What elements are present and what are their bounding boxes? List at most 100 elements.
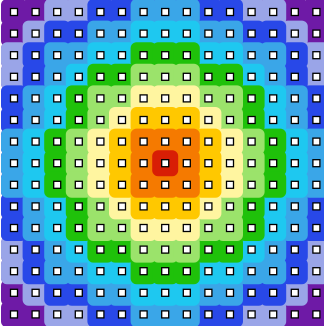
grid-cell-icon[interactable] [96, 29, 105, 38]
grid-cell-icon[interactable] [225, 115, 235, 125]
grid-cell-icon[interactable] [182, 115, 191, 125]
grid-cell-icon[interactable] [269, 7, 278, 17]
grid-cell-icon[interactable] [96, 94, 105, 103]
grid-cell-icon[interactable] [182, 310, 191, 319]
grid-cell-icon[interactable] [269, 115, 278, 125]
grid-cell-icon[interactable] [74, 223, 83, 233]
grid-cell-icon[interactable] [161, 72, 170, 81]
grid-cell-icon[interactable] [161, 7, 170, 17]
grid-cell-icon[interactable] [117, 267, 127, 276]
grid-cell-icon[interactable] [161, 180, 170, 189]
grid-cell-icon[interactable] [74, 51, 83, 60]
grid-cell-icon[interactable] [182, 29, 191, 38]
grid-cell-icon[interactable] [269, 51, 278, 60]
grid-cell-icon[interactable] [204, 7, 213, 17]
grid-cell-icon[interactable] [269, 310, 278, 319]
grid-cell-icon[interactable] [96, 72, 105, 81]
grid-cell-icon[interactable] [290, 202, 299, 211]
grid-cell-icon[interactable] [53, 288, 62, 297]
grid-cell-icon[interactable] [290, 267, 299, 276]
grid-cell-icon[interactable] [139, 72, 148, 81]
grid-cell-icon[interactable] [31, 245, 40, 254]
grid-cell-icon[interactable] [117, 202, 127, 211]
grid-cell-icon[interactable] [269, 137, 278, 146]
grid-cell-icon[interactable] [53, 223, 62, 233]
grid-cell-icon[interactable] [161, 29, 170, 38]
grid-cell-icon[interactable] [182, 180, 191, 189]
grid-cell-icon[interactable] [204, 159, 213, 168]
grid-cell-icon[interactable] [290, 51, 299, 60]
grid-cell-icon[interactable] [290, 245, 299, 254]
grid-cell-icon[interactable] [139, 180, 148, 189]
grid-cell-icon[interactable] [290, 7, 299, 17]
grid-cell-icon[interactable] [290, 72, 299, 81]
grid-cell-icon[interactable] [247, 29, 256, 38]
grid-cell-icon[interactable] [9, 51, 19, 60]
grid-cell-icon[interactable] [161, 159, 170, 168]
grid-cell-icon[interactable] [96, 223, 105, 233]
grid-cell-icon[interactable] [31, 29, 40, 38]
grid-cell-icon[interactable] [204, 245, 213, 254]
grid-cell-icon[interactable] [139, 310, 148, 319]
grid-cell-icon[interactable] [247, 94, 256, 103]
grid-cell-icon[interactable] [247, 180, 256, 189]
grid-cell-icon[interactable] [182, 72, 191, 81]
grid-cell-icon[interactable] [117, 288, 127, 297]
grid-cell-icon[interactable] [117, 72, 127, 81]
grid-cell-icon[interactable] [161, 267, 170, 276]
grid-cell-icon[interactable] [139, 223, 148, 233]
grid-cell-icon[interactable] [117, 29, 127, 38]
grid-cell-icon[interactable] [53, 94, 62, 103]
grid-cell-icon[interactable] [269, 245, 278, 254]
grid-cell-icon[interactable] [9, 180, 19, 189]
grid-cell-icon[interactable] [161, 310, 170, 319]
grid-cell-icon[interactable] [139, 94, 148, 103]
grid-cell-icon[interactable] [312, 7, 321, 17]
grid-cell-icon[interactable] [269, 72, 278, 81]
grid-cell-icon[interactable] [74, 94, 83, 103]
grid-cell-icon[interactable] [204, 29, 213, 38]
grid-cell-icon[interactable] [247, 7, 256, 17]
grid-cell-icon[interactable] [96, 267, 105, 276]
grid-cell-icon[interactable] [247, 245, 256, 254]
grid-cell-icon[interactable] [204, 267, 213, 276]
grid-cell-icon[interactable] [139, 267, 148, 276]
grid-cell-icon[interactable] [53, 180, 62, 189]
grid-cell-icon[interactable] [117, 94, 127, 103]
grid-cell-icon[interactable] [225, 223, 235, 233]
grid-cell-icon[interactable] [312, 51, 321, 60]
grid-cell-icon[interactable] [182, 94, 191, 103]
grid-cell-icon[interactable] [225, 137, 235, 146]
grid-cell-icon[interactable] [31, 115, 40, 125]
grid-cell-icon[interactable] [9, 223, 19, 233]
grid-cell-icon[interactable] [96, 245, 105, 254]
grid-cell-icon[interactable] [247, 310, 256, 319]
grid-cell-icon[interactable] [312, 288, 321, 297]
grid-cell-icon[interactable] [9, 202, 19, 211]
grid-cell-icon[interactable] [9, 159, 19, 168]
grid-cell-icon[interactable] [117, 115, 127, 125]
grid-cell-icon[interactable] [139, 137, 148, 146]
grid-cell-icon[interactable] [9, 29, 19, 38]
grid-cell-icon[interactable] [53, 115, 62, 125]
grid-cell-icon[interactable] [117, 180, 127, 189]
grid-cell-icon[interactable] [139, 288, 148, 297]
grid-cell-icon[interactable] [9, 115, 19, 125]
grid-cell-icon[interactable] [53, 137, 62, 146]
grid-cell-icon[interactable] [204, 51, 213, 60]
grid-cell-icon[interactable] [96, 288, 105, 297]
grid-cell-icon[interactable] [9, 72, 19, 81]
grid-cell-icon[interactable] [269, 180, 278, 189]
grid-cell-icon[interactable] [247, 267, 256, 276]
grid-cell-icon[interactable] [74, 137, 83, 146]
grid-cell-icon[interactable] [290, 288, 299, 297]
grid-cell-icon[interactable] [225, 245, 235, 254]
grid-cell-icon[interactable] [53, 7, 62, 17]
grid-cell-icon[interactable] [96, 115, 105, 125]
grid-cell-icon[interactable] [117, 51, 127, 60]
grid-cell-icon[interactable] [53, 202, 62, 211]
grid-cell-icon[interactable] [161, 115, 170, 125]
grid-cell-icon[interactable] [161, 288, 170, 297]
grid-cell-icon[interactable] [312, 223, 321, 233]
grid-cell-icon[interactable] [31, 180, 40, 189]
